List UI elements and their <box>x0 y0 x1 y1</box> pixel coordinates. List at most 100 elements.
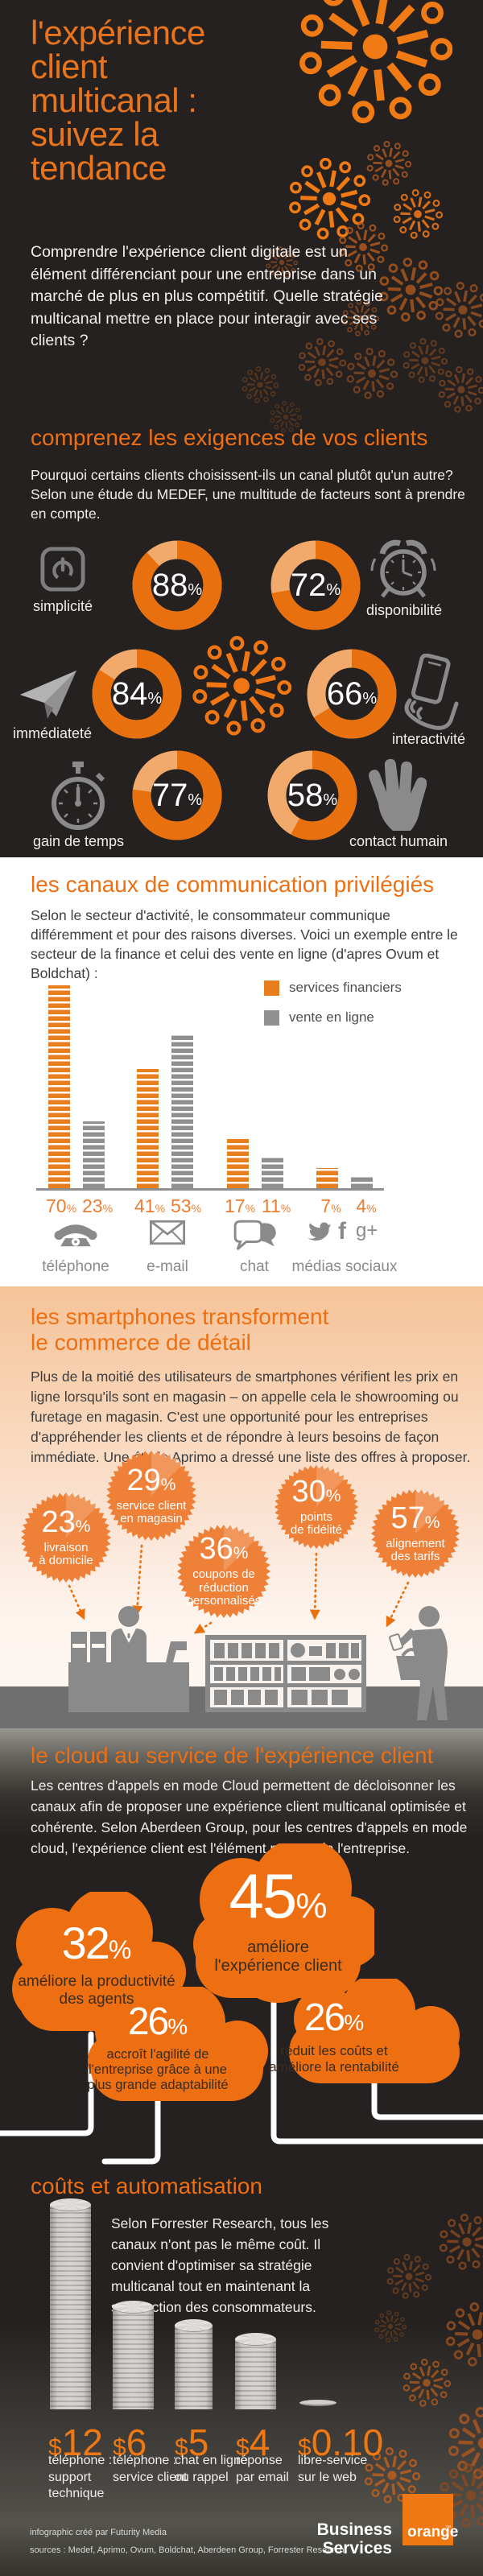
badge-alignement-tarifs: 57% alignement des tarifs <box>369 1488 461 1579</box>
firework-decoration <box>374 2310 407 2347</box>
value-label: 4% <box>356 1195 377 1216</box>
donut-chart-immediatete: 84% <box>89 646 185 742</box>
value-label: 41% <box>134 1195 166 1216</box>
header-section: l'expérience client multicanal : suivez … <box>0 0 483 857</box>
firework-decoration <box>346 347 398 403</box>
requirements-title: comprenez les exigences de vos clients <box>31 425 428 450</box>
donut-chart-interactivite: 66% <box>303 646 400 742</box>
category-label: médias sociaux <box>291 1258 398 1275</box>
coin-stack-email <box>235 2333 276 2413</box>
requirement-label: simplicité <box>32 598 93 614</box>
firework-decoration <box>298 0 453 128</box>
cost-value: $5 <box>175 2421 209 2463</box>
chat-icon <box>233 1220 276 1251</box>
stopwatch-icon <box>52 762 105 830</box>
firework-decoration <box>438 365 483 417</box>
cloud-shape-45 <box>193 1843 374 2003</box>
cost-label: chat en ligne ou rappel <box>175 2454 248 2484</box>
telephone-icon <box>54 1224 97 1247</box>
requirement-label: interactivité <box>391 731 466 747</box>
cloud-shape-26a <box>88 1987 268 2101</box>
bar-telephone-finance <box>48 985 70 1188</box>
bar-social-finance <box>316 1168 338 1188</box>
firework-decoration <box>192 635 292 740</box>
hand-smartphone-icon <box>404 654 459 730</box>
paper-plane-icon <box>20 671 76 719</box>
firework-decoration <box>439 2213 483 2274</box>
alarm-clock-icon <box>370 539 436 598</box>
page-title: l'expérience client multicanal : suivez … <box>31 14 205 187</box>
coin-flat-web <box>299 2400 336 2406</box>
cost-value: $12 <box>48 2421 103 2463</box>
firework-decoration <box>435 281 483 342</box>
svg-text:g+: g+ <box>356 1220 378 1241</box>
coin-stack-chat <box>175 2319 213 2413</box>
firework-decoration <box>386 2253 432 2303</box>
requirement-label: immédiateté <box>12 725 93 741</box>
legend-swatch-orange <box>264 980 279 996</box>
footer-sources: sources : Medef, Aprimo, Ovum, Boldchat,… <box>30 2545 345 2555</box>
cloud-shape-26b <box>289 1979 460 2083</box>
chart-baseline <box>36 1188 384 1191</box>
email-icon <box>150 1220 185 1245</box>
category-label: chat <box>240 1258 269 1275</box>
cost-value: $0.10 <box>298 2421 384 2463</box>
firework-decoration <box>402 2358 452 2411</box>
bar-email-finance <box>137 1069 159 1188</box>
value-label: 7% <box>320 1195 341 1216</box>
cloud-section: le cloud au service de l'expérience clie… <box>0 1728 483 2576</box>
cloud-connectors <box>0 1991 483 2165</box>
value-label: 23% <box>81 1195 114 1216</box>
legend-swatch-gray <box>264 1009 279 1026</box>
coin-stack-support <box>50 2198 91 2413</box>
power-icon <box>40 547 85 592</box>
value-label: 70% <box>45 1195 77 1216</box>
legend-services-financiers: services financiers <box>264 980 402 996</box>
firework-decoration <box>402 337 448 387</box>
requirement-label: disponibilité <box>365 602 443 618</box>
badge-points-fidelite: 30% points de fidélité <box>273 1463 360 1550</box>
coin-stack-service <box>113 2301 154 2413</box>
smartphones-section: les smartphones transforment le commerce… <box>0 1286 483 1728</box>
costs-title: coûts et automatisation <box>31 2174 262 2198</box>
value-label: 17% <box>224 1195 256 1216</box>
smartphones-title: les smartphones transforment le commerce… <box>31 1304 329 1355</box>
donut-chart-gain-de-temps: 77% <box>129 747 225 844</box>
firework-decoration <box>288 157 371 244</box>
category-label: téléphone <box>42 1258 109 1275</box>
bar-chat-finance <box>227 1139 249 1188</box>
legend-vente-en-ligne: vente en ligne <box>264 1009 374 1026</box>
channels-intro: Selon le secteur d'activité, le consomma… <box>31 907 458 981</box>
firework-decoration <box>366 140 412 190</box>
category-label: e-mail <box>147 1258 188 1275</box>
bar-chat-vente <box>262 1156 283 1188</box>
hand-icon <box>369 758 427 831</box>
value-label: 53% <box>170 1195 202 1216</box>
badge-livraison: 23% livraison à domicile <box>19 1491 113 1584</box>
cost-label: téléphone : service client <box>113 2454 188 2484</box>
cloud-stat-26a: 26% accroît l'agilité de l'entreprise gr… <box>87 2000 229 2093</box>
badge-service-client: 29% service client en magasin <box>105 1449 198 1542</box>
cloud-stat-26b: 26% réduit les coûts et améliore la rent… <box>269 1996 399 2075</box>
cost-label: réponse par email <box>236 2454 289 2484</box>
firework-decoration <box>393 188 444 243</box>
firework-decoration <box>242 365 279 407</box>
intro-paragraph: Comprendre l'expérience client digitale … <box>31 243 383 349</box>
donut-chart-disponibilite: 72% <box>267 537 364 634</box>
cost-label: téléphone : support technique <box>48 2454 113 2500</box>
requirement-label: contact humain <box>349 833 448 849</box>
svg-text:f: f <box>338 1220 347 1242</box>
cost-label: libre-service sur le web <box>298 2454 368 2484</box>
channels-section: les canaux de communication privilégiés … <box>0 857 483 1286</box>
cost-value: $6 <box>113 2421 147 2463</box>
facebook-icon: f <box>338 1220 347 1242</box>
cloud-title: le cloud au service de l'expérience clie… <box>31 1743 434 1768</box>
bar-telephone-vente <box>83 1121 105 1188</box>
costs-intro: Selon Forrester Research, tous les canau… <box>111 2215 329 2315</box>
footer-credit: infographic créé par Futurity Media <box>30 2528 167 2537</box>
donut-chart-simplicite: 88% <box>129 537 225 634</box>
channels-title: les canaux de communication privilégiés <box>31 872 435 897</box>
business-services-wordmark: Business Services <box>316 2520 392 2557</box>
cloud-stat-45: 45% améliore l'expérience client <box>214 1860 342 1975</box>
